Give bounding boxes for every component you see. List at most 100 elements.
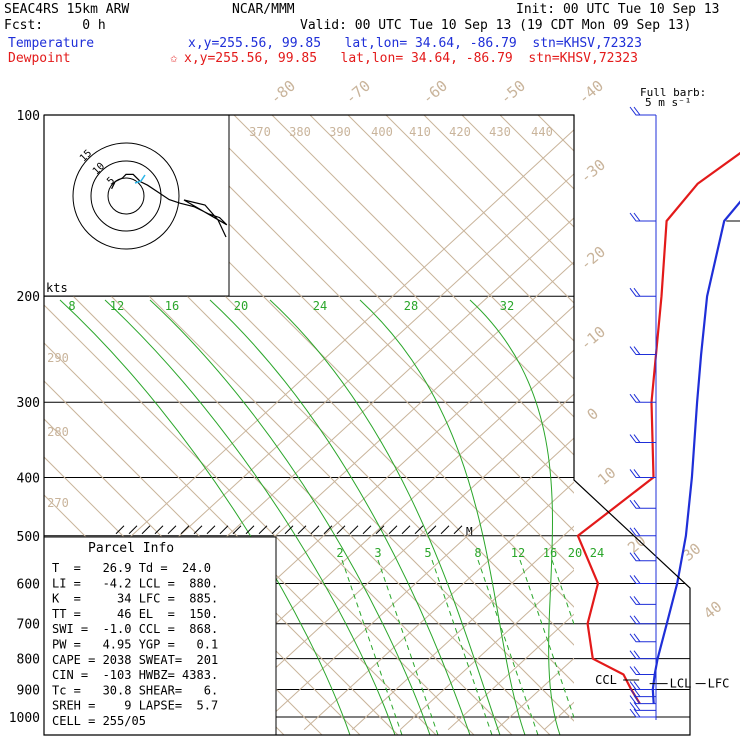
dry-adiabat-line	[690, 115, 740, 735]
wind-barb	[629, 688, 656, 698]
hatch-mark	[323, 525, 333, 535]
wind-key-line2: 5 m s⁻¹	[645, 96, 691, 109]
isotherm-label: -50	[497, 77, 529, 108]
theta-label: 270	[47, 496, 69, 510]
dry-adiabat-line	[157, 115, 574, 532]
mixing-ratio-line	[551, 559, 574, 626]
hatch-mark	[115, 525, 125, 535]
hatch-mark	[141, 525, 151, 535]
wind-barb	[629, 393, 656, 403]
wind-barb	[629, 499, 656, 509]
isotherm-line	[495, 657, 574, 731]
parcel-info-box	[43, 536, 277, 736]
isotherm-line	[736, 102, 740, 730]
mixing-ratio-label: 2	[336, 546, 343, 560]
parcel-info-line: SREH = 9 LAPSE= 5.7	[52, 699, 218, 713]
wind-barb	[629, 469, 656, 478]
mixing-ratio-lines	[59, 299, 660, 735]
plot-border	[43, 114, 691, 736]
pressure-tick-labels: 100 200 300 400 500 600 700 800 900 1000	[9, 109, 40, 726]
hatch-mark	[453, 525, 463, 535]
moist-adiabat-line	[469, 299, 561, 735]
model-name: SEAC4RS 15km ARW	[4, 2, 130, 17]
pressure-tick-500: 500	[17, 530, 40, 545]
isotherm-label: 40	[700, 597, 725, 622]
pressure-tick-900: 900	[17, 683, 40, 698]
wind-barb	[629, 527, 656, 537]
isotherm-line	[255, 437, 574, 731]
mixing-ratio-line	[600, 560, 660, 735]
dry-adiabat-line	[576, 115, 740, 735]
temperature-location-info: x,y=255.56, 99.85 lat,lon= 34.64, -86.79…	[188, 36, 642, 51]
mixing-ratio-label: 3	[374, 546, 381, 560]
hodograph-inset	[43, 114, 230, 297]
isotherm-label: -40	[575, 77, 607, 108]
wind-barb	[629, 695, 656, 705]
pressure-tick-600: 600	[17, 577, 40, 592]
hatch-mark	[440, 525, 450, 535]
hatch-mark	[167, 525, 177, 535]
parcel-info-line: CAPE = 2038 SWEAT= 201	[52, 653, 218, 667]
mixing-ratio-label: 12	[511, 546, 525, 560]
ccl-label: CCL	[595, 673, 617, 687]
moist-adiabat-line	[269, 299, 501, 735]
dry-adiabat-line	[44, 266, 513, 735]
isotherm-line	[592, 102, 740, 730]
mixing-ratio-line	[377, 559, 439, 735]
hodograph-ring	[107, 177, 145, 215]
dry-adiabat-line	[44, 304, 475, 735]
hatch-mark	[362, 525, 372, 535]
init-time: Init: 00 UTC Tue 10 Sep 13	[516, 2, 720, 17]
wind-barb	[629, 106, 656, 116]
hatch-mark	[375, 525, 385, 535]
hatch-mark	[388, 525, 398, 535]
isotherm-label: -30	[577, 156, 609, 187]
wind-barb	[629, 552, 656, 562]
lcl-label: LCL	[670, 677, 692, 691]
pressure-tick-1000: 1000	[9, 711, 40, 726]
star-icon: ✩	[170, 51, 178, 66]
mixing-ratio-label: 20	[568, 546, 582, 560]
hatch-mark	[427, 525, 437, 535]
wind-barb	[629, 287, 656, 297]
mixing-ratio-line	[431, 559, 493, 735]
dry-adiabat-line	[195, 115, 574, 494]
isotherm-line	[399, 569, 574, 731]
parcel-info-line: K = 34 LFC = 885.	[52, 592, 218, 606]
hodograph-ring	[72, 142, 180, 250]
hatch-mark	[232, 525, 242, 535]
isotherm-label: -20	[577, 243, 609, 274]
hatch-mark	[128, 525, 138, 535]
parcel-info-line: T = 26.9 Td = 24.0	[52, 561, 211, 575]
hatch-mark	[310, 525, 320, 535]
wind-barb	[629, 666, 656, 676]
mixing-ratio-line	[519, 559, 574, 720]
parcel-info-line: PW = 4.95 YGP = 0.1	[52, 638, 218, 652]
theta-label: 400	[371, 125, 393, 139]
moist-adiabat-line	[59, 299, 351, 735]
isotherm-line	[303, 481, 574, 731]
temperature-legend-label: Temperature	[8, 36, 95, 51]
mixing-ratio-line	[578, 560, 638, 735]
dry-adiabat-line	[44, 228, 551, 735]
parcel-info-title: Parcel Info	[88, 541, 174, 556]
hatch-mark	[349, 525, 359, 535]
dry-adiabat-line	[347, 115, 574, 342]
parcel-info-lines: T = 26.9 Td = 24.0LI = -4.2 LCL = 880. K …	[52, 561, 218, 728]
pressure-tick-300: 300	[17, 396, 40, 411]
dry-adiabat-line	[423, 115, 574, 266]
theta-label: 390	[329, 125, 351, 139]
isotherm-label: -10	[577, 323, 609, 354]
wind-barb-profile	[629, 106, 657, 720]
hatch-mark	[284, 525, 294, 535]
theta-label: 290	[47, 351, 69, 365]
dewpoint-profile	[576, 151, 740, 705]
hatch-mark	[336, 525, 346, 535]
theta-label: 430	[489, 125, 511, 139]
moist-adiabat-line	[209, 299, 471, 735]
mixing-ratio-label: 20	[234, 299, 248, 313]
mixing-ratio-label: 24	[313, 299, 327, 313]
dry-adiabat-line	[44, 380, 399, 735]
wind-barb	[629, 346, 656, 356]
